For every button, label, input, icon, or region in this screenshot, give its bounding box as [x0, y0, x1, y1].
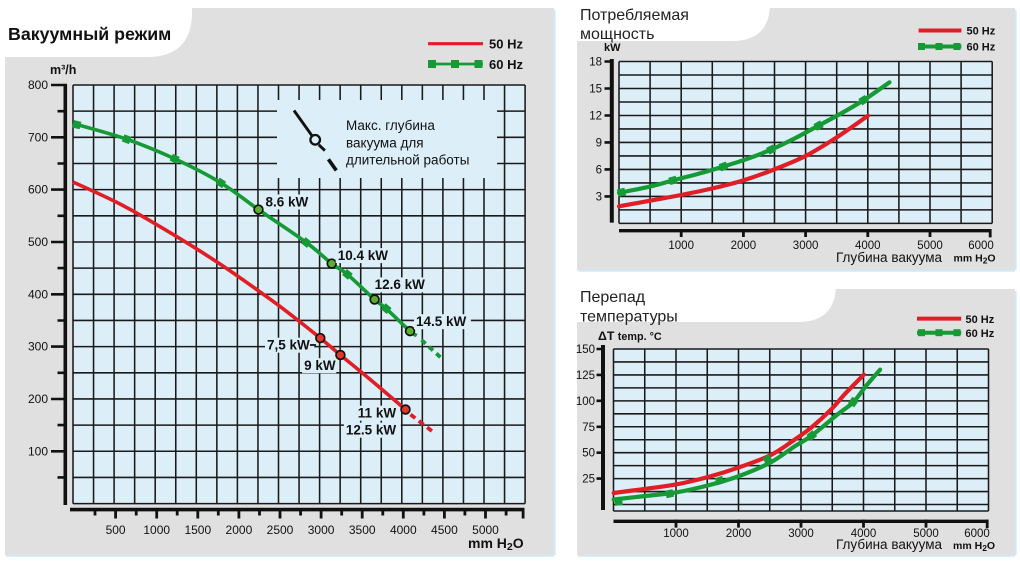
svg-text:1000: 1000	[143, 523, 170, 537]
svg-text:12.6 kW: 12.6 kW	[375, 277, 426, 292]
svg-text:1000: 1000	[668, 240, 694, 252]
svg-text:Перепад: Перепад	[580, 289, 646, 306]
svg-text:m³/h: m³/h	[50, 63, 76, 77]
svg-text:3000: 3000	[793, 240, 819, 252]
svg-text:6000: 6000	[964, 528, 990, 540]
svg-text:3000: 3000	[308, 523, 335, 537]
svg-text:11 kW: 11 kW	[358, 406, 397, 421]
svg-text:5000: 5000	[913, 528, 939, 540]
svg-text:mm H2O: mm H2O	[953, 540, 995, 553]
svg-text:14.5 kW: 14.5 kW	[416, 314, 467, 329]
svg-text:60 Hz: 60 Hz	[489, 57, 523, 72]
svg-text:4000: 4000	[855, 240, 881, 252]
svg-text:50 Hz: 50 Hz	[489, 37, 523, 52]
svg-text:75: 75	[582, 422, 595, 434]
svg-text:температуры: температуры	[580, 309, 678, 326]
svg-text:200: 200	[28, 392, 48, 406]
svg-text:8.6 kW: 8.6 kW	[266, 194, 309, 209]
svg-text:700: 700	[28, 130, 48, 144]
svg-text:2500: 2500	[267, 523, 294, 537]
svg-text:2000: 2000	[226, 523, 253, 537]
svg-text:9: 9	[596, 137, 602, 149]
svg-text:10.4 kW: 10.4 kW	[338, 248, 389, 263]
svg-text:kW: kW	[604, 42, 621, 54]
svg-text:1000: 1000	[663, 528, 689, 540]
svg-text:12: 12	[589, 111, 602, 123]
svg-text:150: 150	[576, 344, 595, 356]
svg-text:9 kW: 9 kW	[304, 358, 336, 373]
svg-text:Вакуумный режим: Вакуумный режим	[8, 24, 171, 44]
svg-text:500: 500	[106, 523, 126, 537]
svg-text:7,5 kW: 7,5 kW	[267, 338, 310, 353]
svg-text:5000: 5000	[917, 240, 943, 252]
svg-text:6000: 6000	[968, 240, 994, 252]
svg-text:125: 125	[576, 370, 595, 382]
svg-text:600: 600	[28, 183, 48, 197]
svg-text:100: 100	[28, 444, 48, 458]
svg-text:4000: 4000	[390, 523, 417, 537]
svg-text:1500: 1500	[184, 523, 211, 537]
svg-text:2000: 2000	[731, 240, 757, 252]
svg-text:50: 50	[582, 448, 595, 460]
svg-text:Макс. глубина: Макс. глубина	[346, 118, 435, 133]
svg-text:5000: 5000	[472, 523, 499, 537]
svg-text:мощность: мощность	[580, 26, 654, 43]
svg-text:длительной работы: длительной работы	[346, 153, 469, 168]
svg-text:3: 3	[596, 191, 602, 203]
svg-text:Потребляемая: Потребляемая	[580, 7, 689, 24]
svg-text:60 Hz: 60 Hz	[967, 42, 996, 54]
svg-text:25: 25	[582, 474, 595, 486]
svg-text:800: 800	[28, 78, 48, 92]
svg-text:mm H2O: mm H2O	[468, 535, 524, 553]
svg-text:вакуума для: вакуума для	[346, 135, 424, 150]
svg-text:Глубина вакуума: Глубина вакуума	[836, 250, 943, 265]
svg-text:ΔT temp. °C: ΔT temp. °C	[598, 329, 662, 343]
svg-text:12.5 kW: 12.5 kW	[346, 423, 397, 438]
svg-text:3500: 3500	[349, 523, 376, 537]
svg-text:18: 18	[589, 57, 602, 69]
svg-text:Глубина вакуума: Глубина вакуума	[836, 537, 943, 552]
svg-text:mm H2O: mm H2O	[954, 253, 996, 266]
svg-text:50 Hz: 50 Hz	[967, 26, 996, 38]
svg-text:300: 300	[28, 340, 48, 354]
svg-text:500: 500	[28, 235, 48, 249]
svg-text:100: 100	[576, 396, 595, 408]
svg-text:4000: 4000	[851, 528, 877, 540]
svg-text:50 Hz: 50 Hz	[966, 314, 995, 326]
svg-text:400: 400	[28, 287, 48, 301]
svg-text:3000: 3000	[788, 528, 814, 540]
svg-text:15: 15	[589, 84, 602, 96]
svg-text:4500: 4500	[431, 523, 458, 537]
svg-text:2000: 2000	[726, 528, 752, 540]
svg-text:6: 6	[596, 164, 602, 176]
svg-text:60 Hz: 60 Hz	[966, 328, 995, 340]
